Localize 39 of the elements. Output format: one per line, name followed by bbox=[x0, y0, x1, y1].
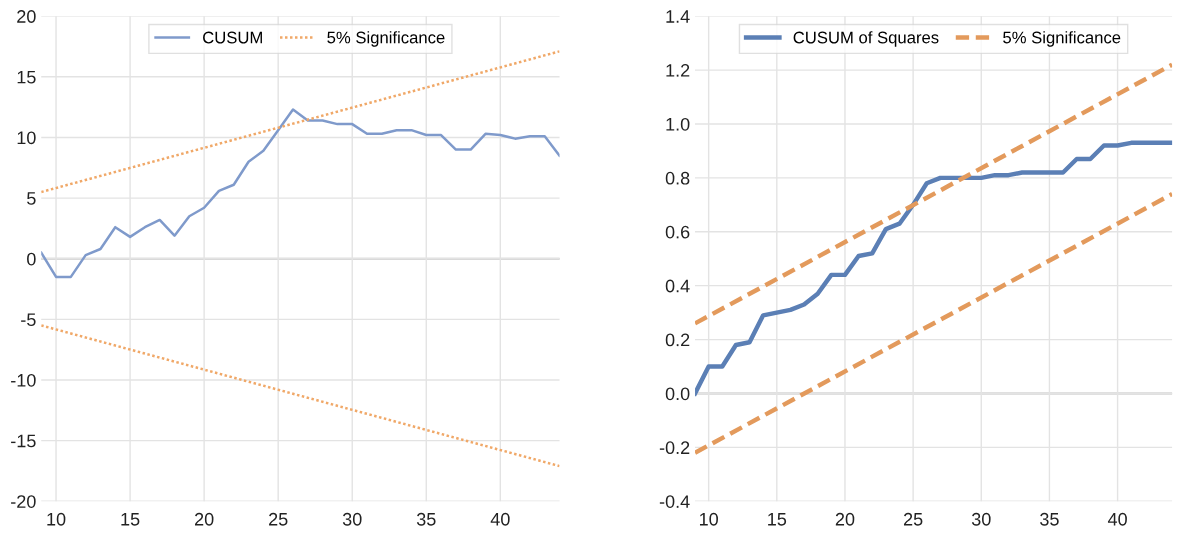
y-tick-label: 0.8 bbox=[665, 171, 690, 185]
legend-label: CUSUM bbox=[203, 31, 262, 44]
legend-label: 5% Significance bbox=[327, 31, 445, 47]
y-tick-label: 0 bbox=[27, 252, 36, 266]
y-tick-label: 0.0 bbox=[665, 387, 690, 401]
y-tick-label: 1.0 bbox=[666, 117, 690, 131]
x-tick-label: 15 bbox=[768, 513, 787, 526]
x-tick-label: 15 bbox=[121, 513, 140, 526]
y-tick-label: 0.6 bbox=[665, 225, 690, 239]
y-tick-label: 5 bbox=[27, 192, 36, 205]
legend-label: 5% Significance bbox=[1003, 31, 1121, 47]
legend-label: CUSUM of Squares bbox=[793, 31, 939, 47]
line-series bbox=[41, 108, 560, 279]
x-tick-label: 40 bbox=[1107, 512, 1127, 526]
y-tick-label: -5 bbox=[21, 313, 36, 327]
x-tick-label: 20 bbox=[195, 512, 214, 526]
x-tick-label: 25 bbox=[269, 512, 288, 526]
y-tick-label: 0.4 bbox=[665, 279, 690, 293]
x-tick-label: 30 bbox=[971, 512, 991, 526]
y-tick-label: 0.2 bbox=[665, 333, 690, 347]
y-tick-label: -0.2 bbox=[659, 441, 690, 455]
x-tick-label: 30 bbox=[342, 512, 362, 526]
y-tick-label: -15 bbox=[11, 434, 36, 448]
x-tick-label: 40 bbox=[490, 512, 510, 526]
line-series bbox=[695, 140, 1173, 396]
y-tick-label: 1.4 bbox=[666, 10, 690, 23]
x-tick-label: 10 bbox=[699, 512, 718, 526]
y-tick-label: 10 bbox=[17, 131, 36, 145]
x-tick-label: 35 bbox=[1040, 512, 1059, 526]
y-tick-label: 15 bbox=[17, 70, 36, 84]
y-tick-label: -20 bbox=[11, 495, 36, 508]
x-tick-label: 20 bbox=[835, 512, 855, 526]
x-tick-label: 10 bbox=[47, 512, 66, 526]
y-tick-label: 20 bbox=[17, 10, 36, 23]
y-tick-label: -10 bbox=[11, 373, 36, 387]
x-tick-label: 35 bbox=[416, 512, 436, 526]
y-tick-label: -0.4 bbox=[659, 495, 690, 508]
y-tick-label: 1.2 bbox=[666, 64, 690, 77]
x-tick-label: 25 bbox=[903, 512, 923, 526]
